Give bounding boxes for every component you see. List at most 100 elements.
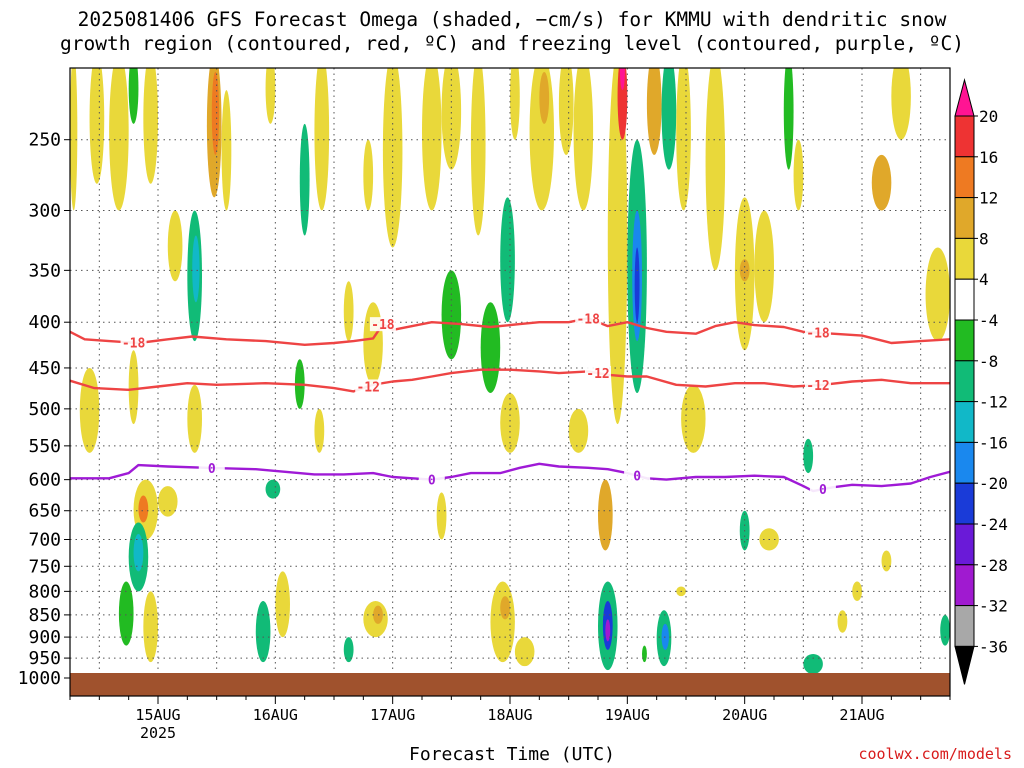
omega-blob-24 [558,68,574,155]
omega-blob-12 [299,123,310,236]
omega-blob-13 [314,68,330,211]
omega-blob-35 [705,68,726,271]
omega-blob-65 [133,533,144,572]
x-tick-label-2: 17AUG [370,706,415,724]
colorbar-label-13: -36 [979,637,1008,656]
omega-blob-25 [573,68,594,211]
omega-blob-73 [490,581,515,663]
omega-blob-2 [109,68,129,211]
omega-blob-26 [607,68,628,425]
contour-label-bg-0-3 [805,325,831,340]
colorbar-swatch-12 [954,564,975,607]
omega-blob-20 [500,197,515,323]
omega-blob-23 [539,72,550,124]
colorbar-label-10: -24 [979,515,1008,534]
colorbar-label-3: 8 [979,229,989,248]
contour-label-bg-2-2 [624,468,651,483]
contour-label-bg-2-1 [418,472,445,487]
omega-shading-layer [70,68,950,675]
colorbar-label-11: -28 [979,556,1008,575]
omega-blob-68 [255,600,271,663]
x-tick-sublabel-0: 2025 [140,724,176,742]
omega-blob-75 [514,637,535,667]
x-tick-label-6: 21AUG [839,706,884,724]
y-tick-label-450: 450 [28,358,61,379]
omega-blob-46 [187,384,203,453]
omega-blob-39 [783,68,794,170]
omega-blob-78 [605,619,611,642]
colorbar-label-5: -4 [979,311,998,330]
omega-blob-54 [681,384,706,453]
y-tick-label-850: 850 [28,605,61,626]
omega-blob-4 [143,68,158,184]
colorbar-swatch-7 [954,360,975,403]
omega-blob-49 [363,302,383,385]
colorbar-label-7: -12 [979,393,1008,412]
omega-blob-72 [343,637,354,663]
omega-blob-51 [480,302,501,393]
contour-label-1-1: -12 [586,367,609,382]
omega-blob-82 [642,645,647,663]
y-tick-label-550: 550 [28,436,61,457]
omega-blob-53 [568,408,589,453]
x-axis-title: Forecast Time (UTC) [409,744,615,765]
contour-label-layer: -18 -18 -18 -18 -12 -12 -12 0 0 0 0 [120,311,836,498]
colorbar: 20 16 12 8 4 -4 -8 -12 -16 -20 -24 -28 -32 -36 [954,78,1008,685]
y-tick-label-750: 750 [28,556,61,577]
y-axis: 2503003504004505005506006507007508008509… [18,130,70,689]
omega-blob-42 [891,68,911,140]
omega-blob-58 [158,486,178,517]
colorbar-swatch-11 [954,523,975,566]
omega-blob-55 [803,438,814,474]
chart-title-line2: growth region (contoured, red, ºC) and f… [60,32,964,55]
y-tick-label-700: 700 [28,530,61,551]
y-tick-label-300: 300 [28,200,61,221]
omega-blob-87 [940,614,950,646]
omega-blob-37 [739,259,750,282]
colorbar-label-0: 20 [979,107,998,126]
omega-blob-66 [118,581,134,646]
contour-label-0-0: -18 [122,337,146,352]
colorbar-label-12: -32 [979,597,1008,616]
colorbar-swatch-5 [954,278,975,321]
y-tick-label-500: 500 [28,399,61,420]
contour-label-0-1: -18 [371,318,395,333]
contour-label-1-0: -12 [356,380,379,395]
y-tick-label-800: 800 [28,581,61,602]
omega-blob-28 [620,68,625,91]
y-tick-label-650: 650 [28,501,61,522]
omega-blob-16 [382,68,403,248]
omega-blob-15 [363,139,374,211]
contour-label-bg-0-2 [575,311,602,326]
colorbar-label-8: -16 [979,433,1008,452]
contour-label-2-2: 0 [633,470,641,485]
contour-label-2-3: 0 [819,483,827,498]
x-tick-label-3: 18AUG [487,706,532,724]
omega-blob-1 [89,68,105,184]
contour-label-bg-1-0 [355,379,382,394]
omega-blob-60 [436,492,447,540]
credit-text: coolwx.com/models [858,745,1012,763]
omega-blob-57 [138,495,149,523]
colorbar-label-1: 16 [979,148,998,167]
chart-title-line1: 2025081406 GFS Forecast Omega (shaded, −… [77,8,947,31]
omega-blob-7 [192,235,200,303]
omega-blob-38 [754,210,774,323]
omega-blob-34 [676,68,691,211]
contour-label-bg-0-1 [369,317,396,332]
omega-blob-31 [634,247,640,323]
colorbar-swatch-10 [954,482,975,525]
omega-blob-32 [646,68,662,155]
omega-blob-50 [441,270,462,360]
colorbar-label-9: -20 [979,474,1008,493]
contour-label-bg-0-0 [120,335,147,350]
omega-blob-14 [343,281,354,342]
colorbar-bottom-arrow [954,645,975,685]
contour-label-2-0: 0 [208,462,216,477]
y-tick-label-1000: 1000 [18,668,61,689]
contour-label-bg-1-2 [805,378,831,393]
colorbar-top-arrow [954,78,975,117]
y-tick-label-900: 900 [28,627,61,648]
